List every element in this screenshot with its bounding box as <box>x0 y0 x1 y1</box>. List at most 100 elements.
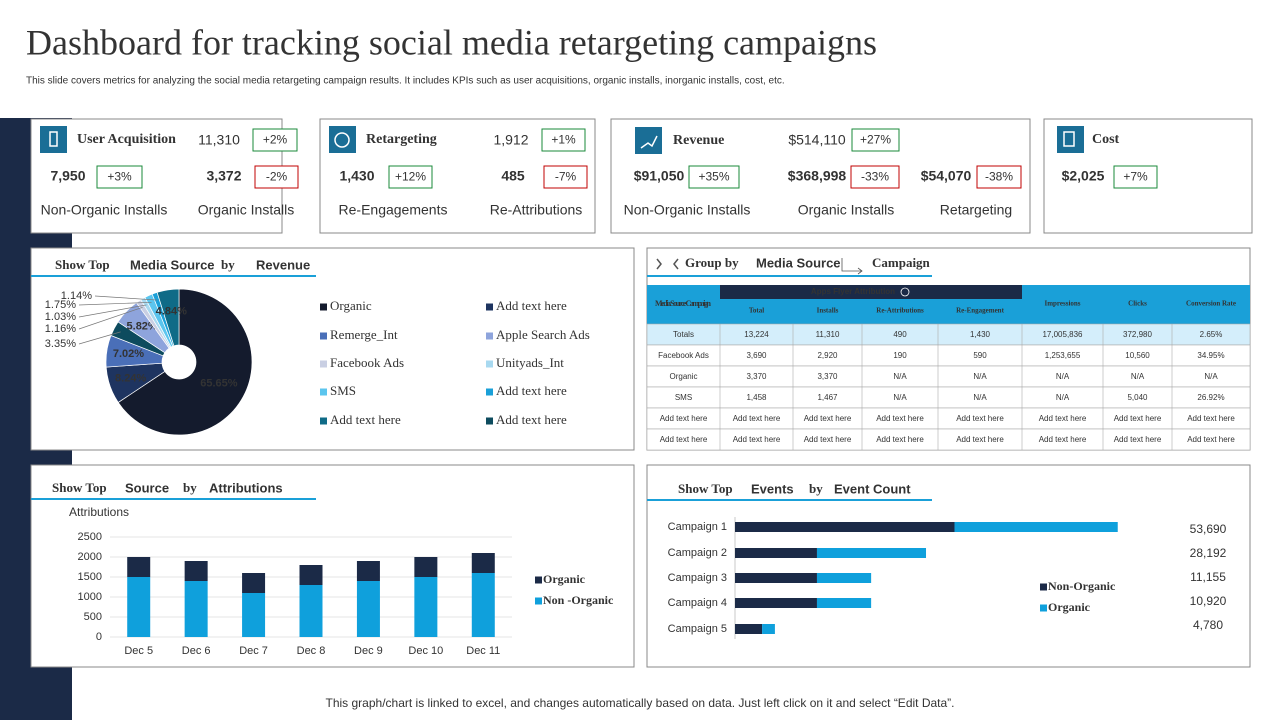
pie-slice <box>117 288 253 436</box>
table-cell: 34.95% <box>1197 351 1224 360</box>
legend-swatch <box>486 303 493 311</box>
bar <box>735 548 817 558</box>
table-cell: N/A <box>893 393 907 402</box>
table-cell: Totals <box>673 330 694 339</box>
table-cell: Add text here <box>804 435 852 444</box>
table-cell: 1,253,655 <box>1045 351 1081 360</box>
table-cell: 3,370 <box>817 372 838 381</box>
icon-glyph <box>640 135 658 149</box>
y-tick-label: Campaign 4 <box>668 597 727 609</box>
bar <box>471 553 495 573</box>
x-tick-label: Dec 10 <box>408 645 443 657</box>
bar <box>414 557 438 577</box>
change-text: -2% <box>266 170 288 184</box>
bar <box>954 522 1118 532</box>
change-box <box>1113 165 1158 189</box>
legend-label: Add text here <box>496 412 567 427</box>
x-tick-label: Dec 6 <box>182 645 211 657</box>
kpi-item-label: Non-Organic Installs <box>624 202 751 218</box>
x-tick-label: Dec 11 <box>466 645 500 657</box>
annotation: 28,192 <box>1190 546 1227 560</box>
change-text: +2% <box>263 133 288 147</box>
legend-swatch <box>1040 604 1047 612</box>
y-tick-label: 0 <box>96 631 102 643</box>
data-label: 1.75% <box>45 299 76 311</box>
kpi-item-label: Retargeting <box>940 202 1012 218</box>
table-cell: N/A <box>973 372 987 381</box>
legend-label: Non-Organic <box>1048 579 1116 593</box>
data-label: 1.03% <box>45 311 76 323</box>
table-cell: Add text here <box>804 414 852 423</box>
change-box <box>388 165 433 189</box>
change-text: +35% <box>698 170 729 184</box>
kpi-value: 1,912 <box>493 132 528 148</box>
bar <box>299 585 323 637</box>
kpi-item-value: 3,372 <box>206 168 241 184</box>
kpi-title: User Acquisition <box>77 132 176 147</box>
legend-label: Remerge_Int <box>330 327 398 342</box>
icon-glyph <box>334 132 350 148</box>
change-box <box>96 165 143 189</box>
y-tick-label: Campaign 2 <box>668 547 727 559</box>
legend-swatch <box>1040 583 1047 591</box>
bar <box>414 577 438 637</box>
table-row <box>646 344 1251 367</box>
icon-glyph <box>49 131 58 147</box>
kpi-item-label: Re-Attributions <box>490 202 583 218</box>
kpi-card <box>610 118 1031 234</box>
kpi-value: $514,110 <box>788 132 846 148</box>
change-text: +3% <box>107 170 132 184</box>
legend-label: SMS <box>330 383 356 398</box>
table-cell: 5,040 <box>1127 393 1148 402</box>
change-box <box>851 128 900 152</box>
table-cell: Add text here <box>1187 414 1235 423</box>
y-tick-label: 2500 <box>78 531 102 543</box>
change-box <box>252 128 298 152</box>
table-cell: 10,560 <box>1125 351 1150 360</box>
table-header-cell: Clicks <box>1128 300 1147 308</box>
x-tick-label: Dec 8 <box>297 645 326 657</box>
bar <box>816 573 872 583</box>
panel-title: Show Top <box>52 480 107 495</box>
table-cell: Add text here <box>660 435 708 444</box>
table-cell: Add text here <box>876 435 924 444</box>
table-cell: N/A <box>1056 372 1070 381</box>
bar <box>735 624 763 634</box>
legend-label: Organic <box>543 572 586 586</box>
table-group-header <box>720 285 1022 299</box>
data-label: 65.65% <box>200 377 238 389</box>
legend-swatch <box>535 576 542 584</box>
table-header-cell: Re-Engagement <box>956 307 1004 315</box>
kpi-value: 11,310 <box>198 132 240 148</box>
panel-title: Media Source <box>756 255 841 270</box>
table-cell: Add text here <box>956 414 1004 423</box>
change-box <box>850 165 900 189</box>
legend-label: Organic <box>330 298 372 313</box>
table-cell: 1,430 <box>970 330 991 339</box>
table-cell: Add text here <box>1039 435 1087 444</box>
table-cell: Add text here <box>660 414 708 423</box>
table-cell: 1,458 <box>746 393 767 402</box>
panel-title: Show Top <box>55 257 110 272</box>
data-label: 1.14% <box>61 290 92 302</box>
bar <box>356 581 380 637</box>
change-box <box>688 165 740 189</box>
table-cell: 3,370 <box>746 372 767 381</box>
legend-swatch <box>535 597 542 605</box>
table-cell: Add text here <box>876 414 924 423</box>
footer-note: This graph/chart is linked to excel, and… <box>326 696 955 710</box>
bar <box>127 577 151 637</box>
panel-title: Show Top <box>678 481 733 496</box>
bar <box>735 598 817 608</box>
panel-title: Events <box>751 481 794 496</box>
x-tick-label: Dec 5 <box>124 645 153 657</box>
panel-title: Campaign <box>872 255 931 270</box>
chevron <box>673 258 679 270</box>
change-box <box>543 165 588 189</box>
kpi-icon <box>1057 126 1084 153</box>
change-text: +1% <box>551 133 576 147</box>
legend-label: Unityads_Int <box>496 355 564 370</box>
y-axis-label: Attributions <box>69 505 129 519</box>
y-tick-label: Campaign 1 <box>668 521 727 533</box>
kpi-icon <box>635 127 662 154</box>
